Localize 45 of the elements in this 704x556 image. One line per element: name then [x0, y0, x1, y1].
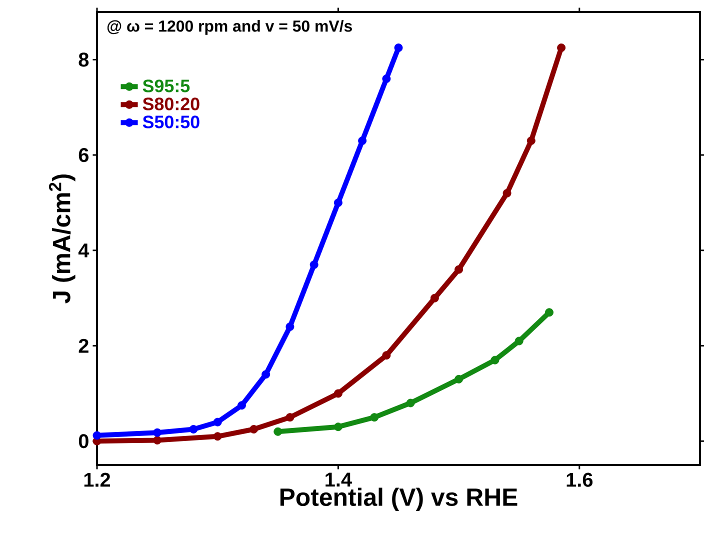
point: [454, 374, 464, 384]
point: [250, 424, 258, 434]
point: [490, 356, 500, 364]
point: [286, 413, 294, 422]
y-tick-label: 6: [78, 148, 89, 162]
point: [382, 74, 391, 84]
point: [153, 436, 162, 444]
point: [286, 322, 294, 331]
point: [237, 401, 246, 410]
point: [262, 370, 270, 379]
point: [274, 427, 282, 436]
legend-label: S50:50: [142, 116, 200, 128]
point: [526, 136, 536, 145]
point: [382, 351, 391, 360]
point: [334, 422, 342, 432]
x-axis-title: Potential (V) vs RHE: [280, 488, 518, 511]
point: [310, 260, 318, 269]
y-tick-label: 4: [78, 244, 90, 258]
point: [557, 44, 566, 52]
point: [502, 188, 512, 198]
point: [334, 198, 342, 207]
y-tick-label: 8: [78, 52, 89, 67]
point: [213, 432, 222, 441]
legend-label: S95:5: [142, 80, 190, 92]
point: [370, 413, 379, 422]
point: [189, 424, 198, 434]
y-tick-label: 2: [78, 338, 88, 353]
point: [213, 418, 222, 426]
point: [394, 44, 403, 52]
y-tick-label: 0: [78, 434, 88, 448]
legend-label: S80:20: [142, 98, 200, 110]
point: [430, 294, 439, 302]
point: [334, 389, 342, 398]
point: [358, 136, 367, 145]
y-axis-title: J (mA/cm$^{2}$): [48, 174, 76, 304]
point: [545, 308, 554, 317]
point: [406, 398, 415, 408]
point: [92, 431, 102, 440]
point: [153, 428, 162, 437]
annotation: @ ω = 1200 rpm and v = 50 mV/s: [107, 20, 352, 35]
x-tick-label: 1.4: [326, 472, 352, 486]
point: [454, 265, 464, 274]
x-tick-label: 1.2: [84, 472, 110, 487]
point: [514, 336, 524, 346]
x-tick-label: 1.6: [566, 472, 593, 487]
